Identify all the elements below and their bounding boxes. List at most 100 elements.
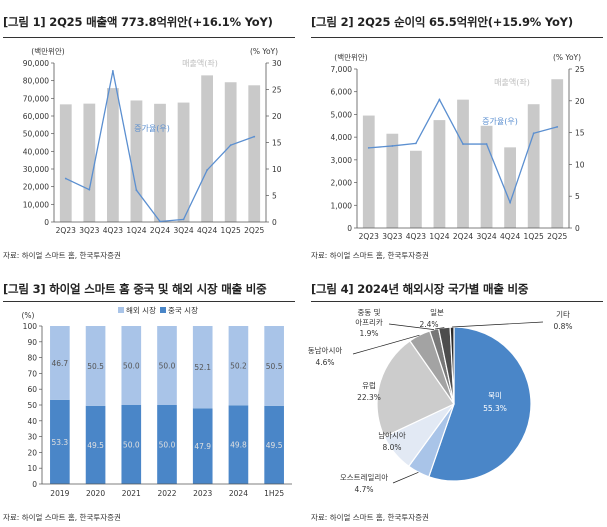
slice-percent: 4.7% [354, 485, 373, 494]
figure-1-chart: (백만위안) (% YoY)010,00020,00030,00040,00050… [23, 46, 282, 235]
data-label-overseas: 52.1 [194, 363, 211, 372]
right-tick-label: 25 [272, 86, 282, 95]
category-label: 4Q24 [197, 226, 217, 235]
category-label: 2Q25 [244, 226, 264, 235]
bar-2Q25 [248, 85, 261, 222]
category-label: 2023 [193, 489, 212, 498]
left-tick-label: 7,000 [331, 65, 353, 74]
figure-4-source: 자료: 하이얼 스마트 홈, 한국투자증권 [311, 513, 429, 522]
slice-percent: 22.3% [357, 393, 381, 402]
right-tick-label: 25 [575, 65, 585, 74]
category-label: 2Q24 [453, 232, 473, 241]
growth-rate-point [556, 125, 559, 128]
data-label-domestic: 49.5 [87, 441, 104, 450]
bar-overseas-2023 [192, 326, 213, 409]
category-label: 3Q23 [382, 232, 402, 241]
growth-rate-point [462, 143, 464, 145]
data-label-overseas: 46.7 [52, 359, 69, 368]
leader-line [352, 334, 420, 355]
category-label: 2Q23 [56, 226, 76, 235]
figure-2-rule [311, 37, 603, 38]
right-tick-label: 0 [575, 224, 580, 233]
bar-domestic-1H25 [264, 405, 284, 484]
category-label: 2021 [122, 489, 141, 498]
left-tick-label: 4,000 [331, 133, 353, 142]
right-tick-label: 20 [575, 97, 585, 106]
category-label: 2019 [50, 489, 69, 498]
category-label: 4Q24 [500, 232, 520, 241]
left-tick-label: 30,000 [23, 165, 49, 174]
legend-label: 해외 시장 [126, 305, 156, 315]
bar-1Q25 [224, 82, 237, 222]
left-tick-label: 0 [44, 218, 49, 227]
bar-overseas-2024 [228, 326, 249, 406]
bar-overseas-2022 [157, 326, 177, 405]
data-label-domestic: 50.0 [159, 441, 176, 450]
slice-percent: 55.3% [483, 404, 507, 413]
growth-rate-point [111, 70, 114, 72]
y-tick-label: 20 [27, 448, 37, 457]
left-axis-unit: (백만위안) [31, 46, 65, 56]
growth-rate-point [135, 189, 138, 192]
right-tick-label: 10 [575, 160, 585, 169]
bar-domestic-2024 [228, 405, 249, 484]
left-tick-label: 6,000 [331, 88, 353, 97]
data-label-domestic: 50.0 [123, 441, 140, 450]
growth-rate-point [253, 135, 256, 138]
series-label-sales: 매출액(좌) [494, 77, 530, 87]
y-tick-label: 90 [27, 338, 37, 347]
bar-overseas-2019 [50, 326, 70, 400]
data-label-overseas: 50.2 [230, 362, 247, 371]
slice-name: 유럽 [362, 381, 376, 390]
data-label-domestic: 49.5 [266, 441, 283, 450]
figure-1-source: 자료: 하이얼 스마트 홈, 한국투자증권 [3, 251, 121, 260]
series-label-growth: 증가율(우) [482, 117, 518, 126]
bar-overseas-1H25 [264, 326, 284, 406]
data-label-domestic: 49.8 [230, 441, 247, 450]
data-label-domestic: 47.9 [194, 442, 211, 451]
bar-1Q24 [130, 100, 143, 222]
y-tick-label: 50 [27, 401, 37, 410]
left-tick-label: 10,000 [23, 200, 49, 209]
category-label: 1Q24 [429, 232, 449, 241]
series-label-growth: 증가율(우) [134, 124, 170, 133]
bar-2Q23 [59, 104, 72, 222]
bar-overseas-2020 [85, 326, 106, 406]
figure-3-rule [3, 301, 295, 302]
legend-swatch-1 [118, 307, 124, 313]
growth-rate-point [64, 177, 67, 180]
slice-name: 북미 [488, 391, 502, 400]
right-tick-label: 5 [575, 192, 580, 201]
slice-percent: 4.6% [315, 358, 334, 367]
growth-rate-point [182, 218, 185, 221]
left-tick-label: 20,000 [23, 183, 49, 192]
right-tick-label: 5 [272, 192, 277, 201]
growth-rate-point [206, 169, 209, 171]
leader-line [452, 321, 544, 328]
left-tick-label: 0 [347, 224, 352, 233]
figure-2-title: [그림 2] 2Q25 순이익 65.5억위안(+15.9% YoY) [311, 15, 573, 29]
bar-1Q25 [527, 104, 540, 228]
figure-2-source: 자료: 하이얼 스마트 홈, 한국투자증권 [311, 251, 429, 260]
left-tick-label: 2,000 [331, 179, 353, 188]
category-label: 1Q24 [126, 226, 146, 235]
y-tick-label: 40 [27, 417, 37, 426]
figure-1-title: [그림 1] 2Q25 매출액 773.8억위안(+16.1% YoY) [3, 15, 273, 29]
figure-3-chart: 해외 시장 중국 시장 (%) 53.3 46.7 2019 49.5 50.5 2020 50.… [22, 305, 292, 498]
bar-4Q23 [410, 150, 422, 228]
slice-name: 남아시아 [378, 430, 406, 440]
bar-3Q23 [386, 133, 399, 228]
slice-name: 기타 [556, 310, 570, 319]
y-tick-label: 60 [27, 385, 37, 394]
bar-4Q23 [107, 88, 119, 222]
left-tick-label: 70,000 [23, 94, 49, 103]
legend-label: 중국 시장 [168, 305, 198, 315]
category-label: 2020 [86, 489, 105, 498]
bar-4Q24 [201, 75, 213, 222]
y-tick-label: 80 [27, 354, 37, 363]
right-tick-label: 10 [272, 165, 282, 174]
slice-name: 동남아시아 [308, 345, 343, 355]
data-label-overseas: 50.5 [266, 362, 283, 371]
left-tick-label: 1,000 [331, 201, 353, 210]
bar-2Q25 [551, 79, 564, 228]
